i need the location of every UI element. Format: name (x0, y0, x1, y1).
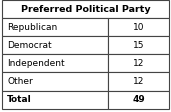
Text: Republican: Republican (7, 23, 57, 32)
Bar (108, 36, 169, 54)
Text: Other: Other (7, 77, 33, 86)
Bar (108, 54, 169, 72)
Text: Democrat: Democrat (7, 41, 52, 50)
Bar (108, 18, 169, 36)
Bar (2, 72, 108, 90)
Bar (2, 90, 108, 109)
Text: 10: 10 (133, 23, 144, 32)
Bar (2, 18, 108, 36)
Bar (2, 0, 169, 18)
Bar (108, 90, 169, 109)
Bar (2, 36, 108, 54)
Text: Independent: Independent (7, 59, 65, 68)
Text: 49: 49 (132, 95, 145, 104)
Text: 12: 12 (133, 59, 144, 68)
Bar (108, 72, 169, 90)
Text: Preferred Political Party: Preferred Political Party (21, 5, 150, 14)
Text: 12: 12 (133, 77, 144, 86)
Bar (2, 54, 108, 72)
Text: Total: Total (7, 95, 32, 104)
Text: 15: 15 (133, 41, 144, 50)
